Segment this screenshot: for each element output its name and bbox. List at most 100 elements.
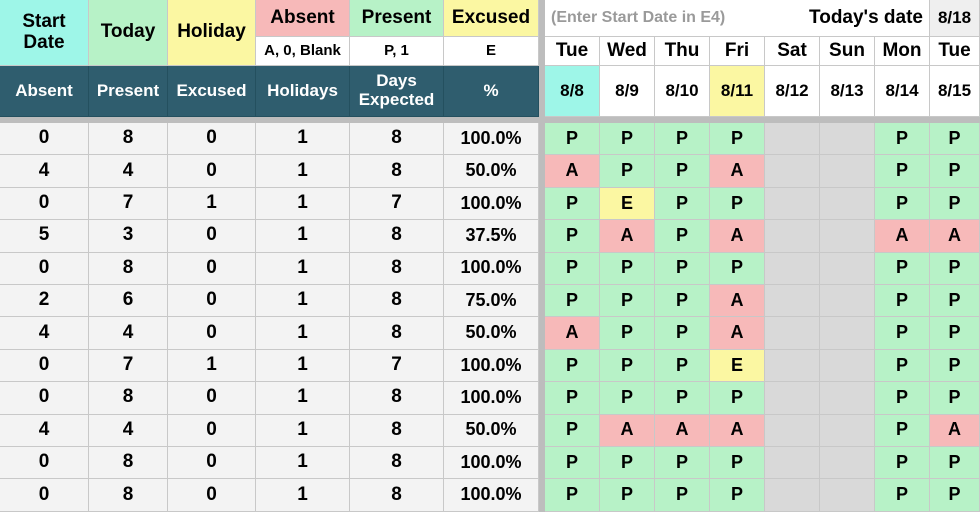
- attendance-cell[interactable]: E: [710, 349, 765, 383]
- attendance-cell[interactable]: [820, 382, 875, 415]
- summary-cell[interactable]: 4: [89, 414, 168, 447]
- attendance-cell[interactable]: [765, 414, 820, 447]
- attendance-cell[interactable]: [765, 187, 820, 221]
- attendance-cell[interactable]: P: [930, 187, 980, 221]
- attendance-cell[interactable]: P: [545, 382, 600, 415]
- summary-column-header[interactable]: Present: [89, 66, 168, 117]
- attendance-cell[interactable]: E: [600, 187, 655, 221]
- summary-cell[interactable]: 7: [89, 187, 168, 221]
- attendance-cell[interactable]: [820, 187, 875, 221]
- absent-header[interactable]: Absent: [256, 0, 350, 37]
- attendance-cell[interactable]: A: [710, 155, 765, 188]
- attendance-cell[interactable]: P: [600, 252, 655, 285]
- attendance-cell[interactable]: P: [710, 447, 765, 480]
- summary-cell[interactable]: 0: [168, 317, 256, 350]
- summary-cell[interactable]: 0: [168, 252, 256, 285]
- summary-cell[interactable]: 8: [89, 252, 168, 285]
- attendance-cell[interactable]: P: [930, 349, 980, 383]
- summary-cell[interactable]: 0: [0, 382, 89, 415]
- attendance-cell[interactable]: P: [655, 479, 710, 512]
- attendance-cell[interactable]: [765, 479, 820, 512]
- attendance-cell[interactable]: P: [875, 382, 930, 415]
- date-header[interactable]: 8/11: [710, 66, 765, 117]
- summary-cell[interactable]: 100.0%: [444, 382, 539, 415]
- attendance-cell[interactable]: [820, 252, 875, 285]
- attendance-cell[interactable]: P: [930, 382, 980, 415]
- attendance-cell[interactable]: [765, 382, 820, 415]
- summary-cell[interactable]: 100.0%: [444, 252, 539, 285]
- summary-cell[interactable]: 1: [256, 447, 350, 480]
- attendance-cell[interactable]: P: [655, 220, 710, 253]
- date-header[interactable]: 8/9: [600, 66, 655, 117]
- summary-cell[interactable]: 1: [256, 479, 350, 512]
- summary-cell[interactable]: 7: [350, 187, 444, 221]
- attendance-cell[interactable]: A: [655, 414, 710, 447]
- attendance-cell[interactable]: [820, 155, 875, 188]
- attendance-cell[interactable]: [765, 349, 820, 383]
- attendance-cell[interactable]: P: [655, 349, 710, 383]
- todays-date-label[interactable]: Today's date: [793, 0, 930, 37]
- summary-cell[interactable]: 8: [350, 382, 444, 415]
- start-date-hint[interactable]: (Enter Start Date in E4): [545, 0, 793, 37]
- weekday-header[interactable]: Sat: [765, 37, 820, 66]
- attendance-cell[interactable]: P: [875, 317, 930, 350]
- summary-cell[interactable]: 8: [89, 447, 168, 480]
- summary-cell[interactable]: 1: [168, 349, 256, 383]
- attendance-cell[interactable]: P: [600, 382, 655, 415]
- weekday-header[interactable]: Fri: [710, 37, 765, 66]
- date-header[interactable]: 8/8: [545, 66, 600, 117]
- date-header[interactable]: 8/12: [765, 66, 820, 117]
- summary-cell[interactable]: 0: [168, 447, 256, 480]
- attendance-cell[interactable]: P: [875, 285, 930, 318]
- attendance-cell[interactable]: P: [930, 155, 980, 188]
- summary-cell[interactable]: 0: [0, 349, 89, 383]
- present-codes[interactable]: P, 1: [350, 37, 444, 66]
- summary-column-header[interactable]: %: [444, 66, 539, 117]
- attendance-cell[interactable]: [820, 414, 875, 447]
- summary-column-header[interactable]: Holidays: [256, 66, 350, 117]
- attendance-cell[interactable]: [820, 317, 875, 350]
- attendance-cell[interactable]: A: [930, 414, 980, 447]
- weekday-header[interactable]: Sun: [820, 37, 875, 66]
- attendance-cell[interactable]: [820, 349, 875, 383]
- attendance-cell[interactable]: A: [710, 220, 765, 253]
- attendance-cell[interactable]: P: [545, 252, 600, 285]
- summary-cell[interactable]: 100.0%: [444, 349, 539, 383]
- summary-cell[interactable]: 2: [0, 285, 89, 318]
- summary-cell[interactable]: 100.0%: [444, 187, 539, 221]
- summary-cell[interactable]: 0: [0, 187, 89, 221]
- start-date-header[interactable]: Start Date: [0, 0, 89, 66]
- attendance-cell[interactable]: A: [600, 220, 655, 253]
- attendance-cell[interactable]: P: [875, 252, 930, 285]
- summary-cell[interactable]: 8: [350, 479, 444, 512]
- summary-cell[interactable]: 0: [0, 252, 89, 285]
- summary-cell[interactable]: 1: [256, 349, 350, 383]
- summary-cell[interactable]: 1: [256, 155, 350, 188]
- summary-cell[interactable]: 0: [168, 220, 256, 253]
- summary-column-header[interactable]: Days Expected: [350, 66, 444, 117]
- summary-cell[interactable]: 8: [350, 447, 444, 480]
- summary-cell[interactable]: 1: [256, 285, 350, 318]
- attendance-cell[interactable]: P: [655, 317, 710, 350]
- weekday-header[interactable]: Mon: [875, 37, 930, 66]
- summary-cell[interactable]: 8: [350, 123, 444, 156]
- summary-cell[interactable]: 0: [168, 285, 256, 318]
- attendance-cell[interactable]: [820, 285, 875, 318]
- summary-cell[interactable]: 0: [168, 155, 256, 188]
- attendance-cell[interactable]: P: [655, 252, 710, 285]
- attendance-cell[interactable]: P: [875, 187, 930, 221]
- summary-cell[interactable]: 1: [256, 123, 350, 156]
- summary-cell[interactable]: 0: [168, 414, 256, 447]
- attendance-cell[interactable]: A: [600, 414, 655, 447]
- attendance-cell[interactable]: A: [930, 220, 980, 253]
- attendance-cell[interactable]: [820, 220, 875, 253]
- summary-cell[interactable]: 1: [256, 414, 350, 447]
- summary-cell[interactable]: 0: [168, 382, 256, 415]
- attendance-cell[interactable]: P: [600, 349, 655, 383]
- attendance-cell[interactable]: P: [600, 447, 655, 480]
- summary-cell[interactable]: 1: [256, 220, 350, 253]
- attendance-cell[interactable]: A: [875, 220, 930, 253]
- attendance-cell[interactable]: P: [930, 285, 980, 318]
- attendance-cell[interactable]: P: [930, 447, 980, 480]
- attendance-cell[interactable]: [765, 220, 820, 253]
